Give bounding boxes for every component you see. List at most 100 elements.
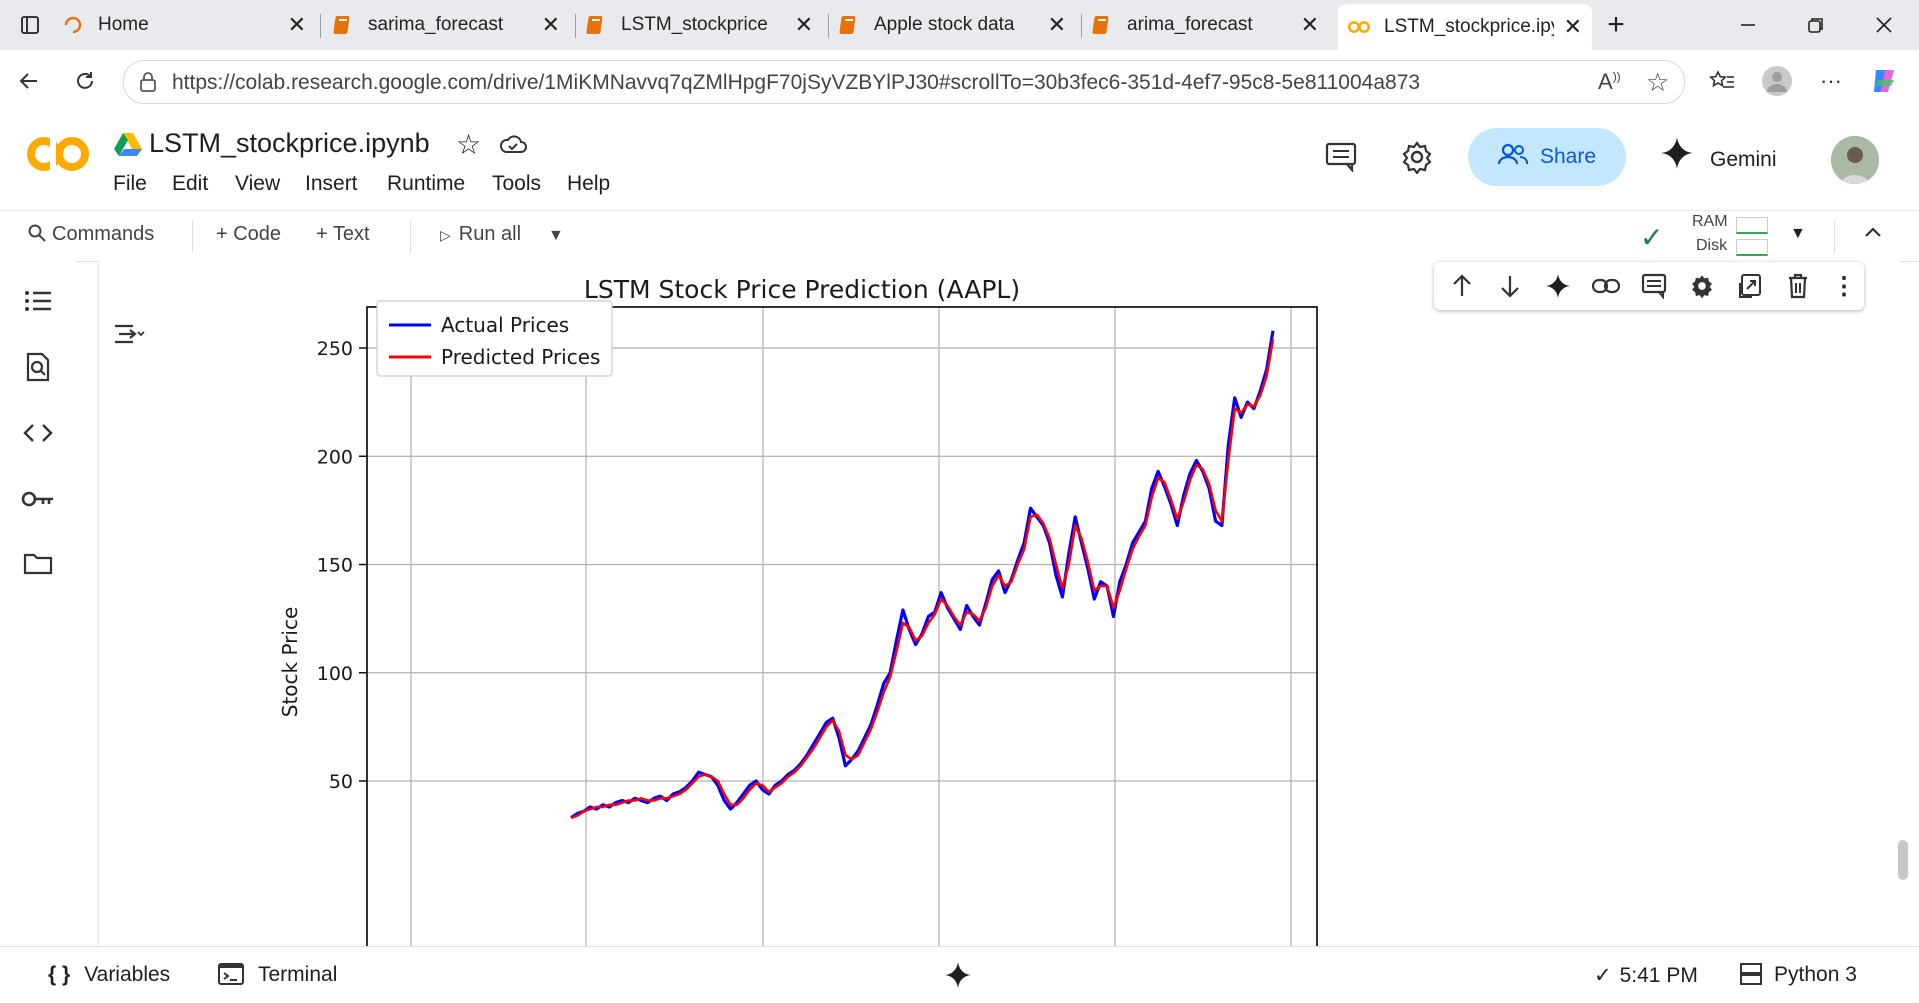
restore-icon[interactable] <box>1796 8 1836 42</box>
back-arrow-icon[interactable] <box>12 64 46 98</box>
add-code-button[interactable]: + Code <box>216 223 282 245</box>
close-tab-icon[interactable]: ✕ <box>1563 14 1582 39</box>
execution-status[interactable]: ✓ 5:41 PM <box>1594 963 1698 988</box>
toolbar-divider <box>1834 221 1835 253</box>
y-tick-label: 50 <box>329 771 353 793</box>
favorites-icon[interactable] <box>1705 64 1739 98</box>
google-drive-icon[interactable] <box>114 132 142 161</box>
notebook-title[interactable]: LSTM_stockprice.ipynb <box>149 128 430 158</box>
resources-dropdown-icon[interactable]: ▼ <box>1790 225 1806 242</box>
code-snippets-icon[interactable] <box>20 415 56 451</box>
comments-icon[interactable] <box>1325 142 1357 177</box>
secrets-key-icon[interactable] <box>20 481 56 517</box>
toolbar-divider <box>410 221 411 253</box>
cloud-save-icon[interactable] <box>498 132 528 161</box>
tab-home[interactable]: Home ✕ <box>62 6 314 44</box>
close-tab-icon[interactable]: ✕ <box>794 12 813 37</box>
terminal-button[interactable]: Terminal <box>218 963 337 987</box>
move-cell-down-icon[interactable] <box>1496 272 1524 300</box>
ram-meter[interactable] <box>1736 217 1768 234</box>
add-text-button[interactable]: + Text <box>316 223 370 245</box>
close-window-icon[interactable] <box>1864 8 1904 42</box>
menu-file[interactable]: File <box>113 172 147 195</box>
collapse-header-icon[interactable] <box>1862 221 1884 248</box>
link-icon[interactable] <box>1592 272 1620 300</box>
move-cell-up-icon[interactable] <box>1448 272 1476 300</box>
profile-avatar-icon[interactable] <box>1760 64 1794 98</box>
cell-settings-icon[interactable] <box>1688 272 1716 300</box>
menu-insert[interactable]: Insert <box>305 172 358 195</box>
gemini-sparkle-icon[interactable] <box>944 961 972 994</box>
check-icon: ✓ <box>1594 964 1612 987</box>
gemini-sparkle-icon[interactable] <box>1544 272 1572 300</box>
play-icon: ▷ <box>440 227 451 243</box>
files-folder-icon[interactable] <box>20 545 56 581</box>
chart-series <box>570 330 1275 820</box>
favorite-star-icon[interactable]: ☆ <box>1646 67 1670 97</box>
ram-label: RAM <box>1692 213 1728 230</box>
kernel-status[interactable]: Python 3 <box>1740 963 1857 987</box>
gemini-sparkle-icon <box>1660 136 1694 175</box>
run-all-dropdown-icon[interactable]: ▼ <box>548 227 564 244</box>
minimize-icon[interactable] <box>1728 8 1768 42</box>
lstm-prediction-chart: LSTM Stock Price Prediction (AAPL) Stock… <box>278 275 1318 946</box>
bottom-status-bar: { } Variables Terminal ✓ 5:41 PM Python 3 <box>0 946 1919 1003</box>
variables-button[interactable]: { } Variables <box>48 963 170 987</box>
tab-apple-stock-data[interactable]: Apple stock data ✕ <box>838 6 1074 44</box>
braces-icon: { } <box>48 963 71 986</box>
tab-actions-icon[interactable] <box>10 8 50 42</box>
notebook-scrollbar[interactable] <box>1898 840 1908 880</box>
notebook-toolbar: Commands + Code + Text ▷ Run all ▼ ✓ RAM … <box>0 210 1919 262</box>
menu-tools[interactable]: Tools <box>492 172 542 195</box>
y-tick-label: 200 <box>317 446 353 468</box>
menu-edit[interactable]: Edit <box>172 172 209 195</box>
kernel-label: Python 3 <box>1774 963 1857 986</box>
terminal-label: Terminal <box>258 963 338 986</box>
tab-arima-forecast[interactable]: arima_forecast ✕ <box>1091 6 1327 44</box>
mirror-cell-icon[interactable] <box>1736 272 1764 300</box>
new-tab-icon[interactable]: + <box>1607 8 1625 41</box>
find-replace-icon[interactable] <box>20 349 56 385</box>
comment-icon[interactable] <box>1640 272 1668 300</box>
run-all-button[interactable]: ▷ Run all <box>440 223 521 246</box>
read-aloud-icon[interactable]: A)) <box>1598 69 1621 94</box>
star-icon[interactable]: ☆ <box>456 129 482 160</box>
close-tab-icon[interactable]: ✕ <box>541 12 560 37</box>
tab-separator <box>828 14 829 38</box>
url-text: https://colab.research.google.com/drive/… <box>172 71 1421 94</box>
execution-time: 5:41 PM <box>1619 964 1698 987</box>
user-avatar[interactable] <box>1831 136 1879 184</box>
plot-frame <box>366 306 1318 946</box>
tab-sarima-forecast[interactable]: sarima_forecast ✕ <box>332 6 568 44</box>
address-bar[interactable]: https://colab.research.google.com/drive/… <box>123 60 1685 104</box>
share-button[interactable]: Share <box>1468 128 1626 186</box>
table-of-contents-icon[interactable] <box>20 283 56 319</box>
run-all-label: Run all <box>458 223 522 245</box>
notebook-icon <box>838 14 860 36</box>
series-line-actual-prices <box>570 330 1275 820</box>
close-tab-icon[interactable]: ✕ <box>1047 12 1066 37</box>
chart-grid <box>367 307 1317 946</box>
copilot-icon[interactable] <box>1868 64 1902 98</box>
tab-lstm-stockprice[interactable]: LSTM_stockprice ✕ <box>585 6 821 44</box>
gemini-button[interactable]: Gemini <box>1710 148 1777 171</box>
refresh-icon[interactable] <box>68 64 102 98</box>
more-vert-icon[interactable]: ⋮ <box>1832 272 1856 300</box>
menu-help[interactable]: Help <box>567 172 611 195</box>
close-tab-icon[interactable]: ✕ <box>287 12 306 37</box>
delete-trash-icon[interactable] <box>1784 272 1812 300</box>
close-tab-icon[interactable]: ✕ <box>1300 12 1319 37</box>
output-actions-icon[interactable] <box>113 321 145 352</box>
disk-meter[interactable] <box>1736 239 1768 256</box>
site-info-icon[interactable] <box>138 71 158 98</box>
share-label: Share <box>1539 145 1597 168</box>
tab-lstm-stockprice-active[interactable]: LSTM_stockprice.ipy ✕ <box>1338 4 1592 50</box>
menu-view[interactable]: View <box>235 172 281 195</box>
colab-icon <box>1348 16 1370 38</box>
colab-logo[interactable] <box>26 134 90 179</box>
settings-gear-icon[interactable] <box>1400 140 1434 179</box>
commands-button[interactable]: Commands <box>28 223 154 246</box>
more-options-icon[interactable]: ··· <box>1820 68 1842 93</box>
tab-separator <box>320 14 321 38</box>
menu-runtime[interactable]: Runtime <box>387 172 466 195</box>
